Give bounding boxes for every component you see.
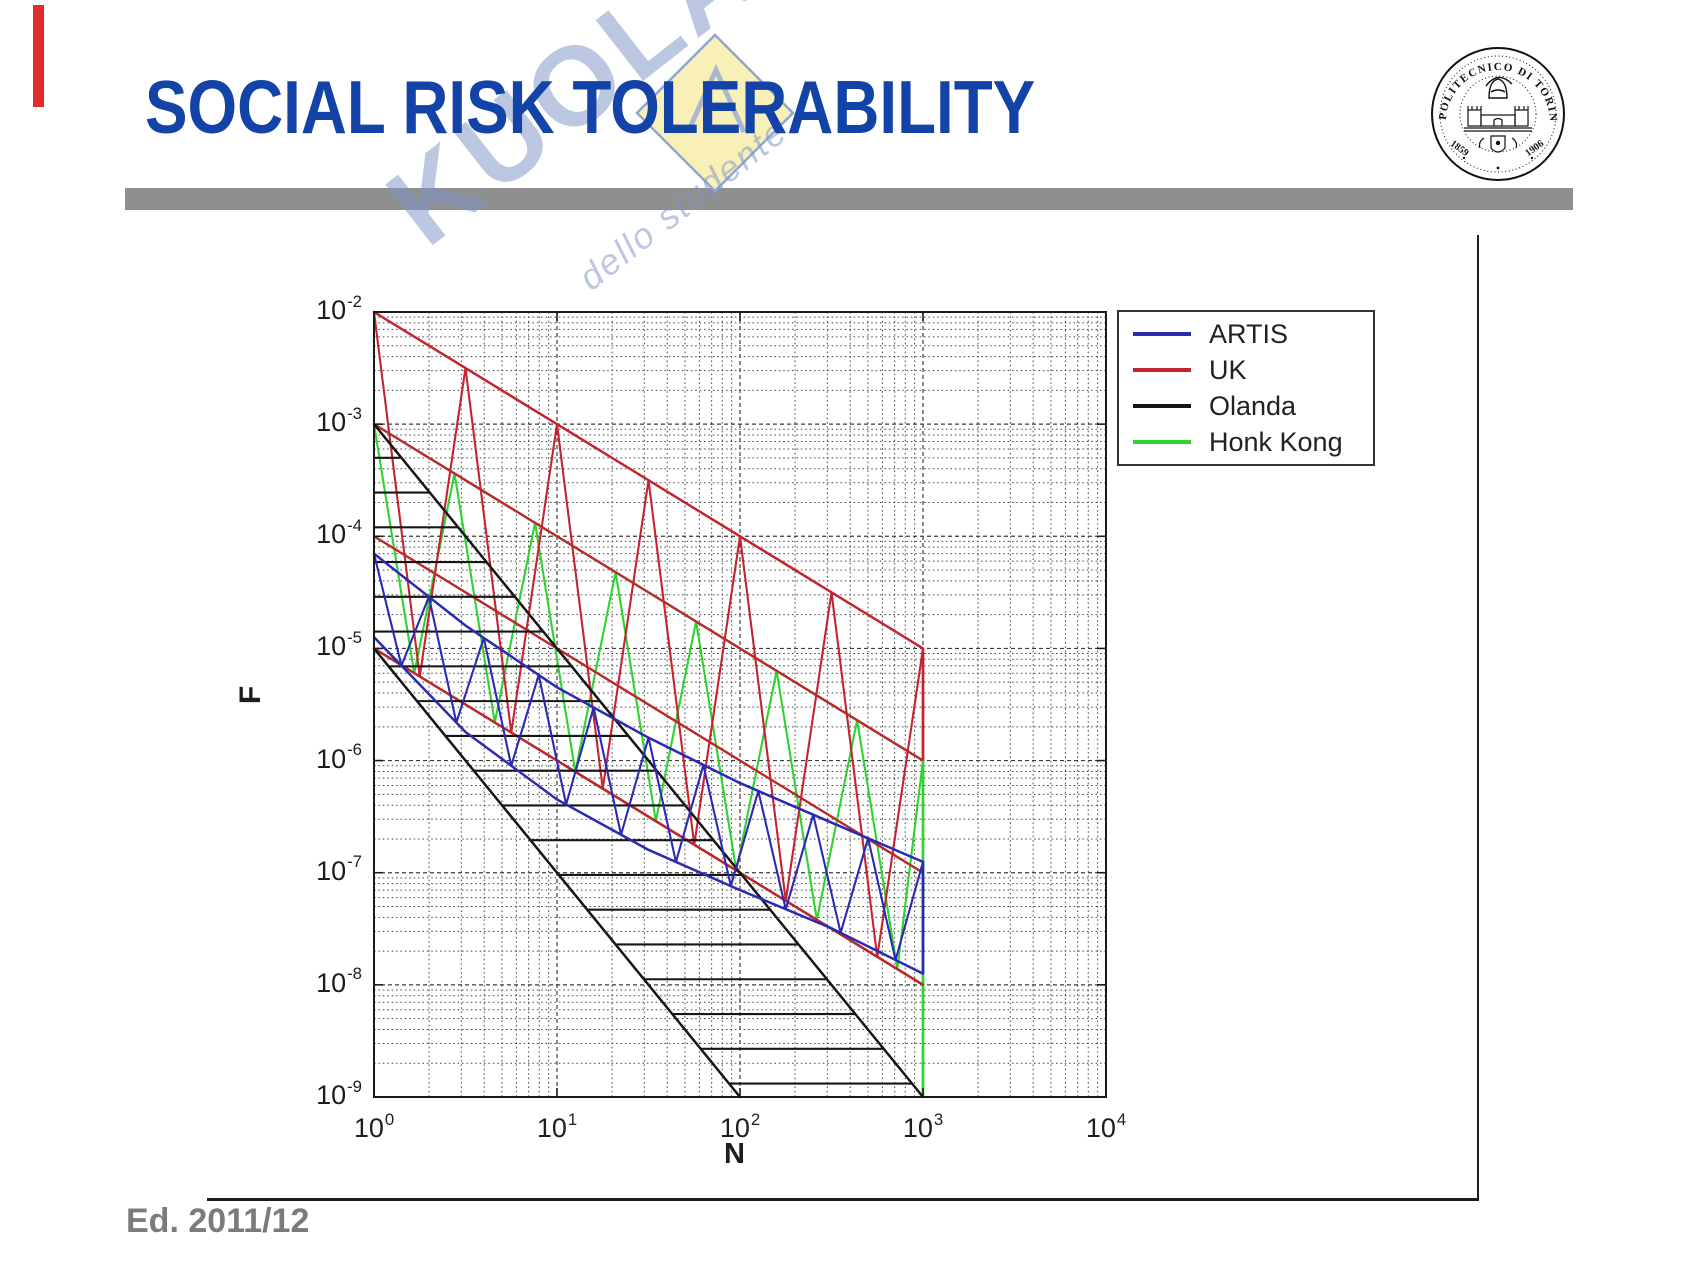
y-tick-label: 10-5 — [316, 627, 362, 662]
x-tick-label: 104 — [1085, 1109, 1127, 1144]
legend-line-sample — [1133, 332, 1191, 336]
y-tick-label: 10-3 — [316, 403, 362, 438]
y-tick-label: 10-4 — [316, 515, 362, 550]
x-tick-label: 101 — [536, 1109, 578, 1144]
band-uk — [372, 310, 925, 987]
x-tick-label: 103 — [902, 1109, 944, 1144]
y-tick-label: 10-2 — [316, 291, 362, 326]
frame-right-line — [1477, 235, 1479, 1201]
legend-item-honk-kong: Honk Kong — [1119, 425, 1373, 459]
legend-item-olanda: Olanda — [1119, 389, 1373, 423]
y-axis-title: F — [234, 685, 268, 705]
legend-line-sample — [1133, 368, 1191, 372]
y-tick-label: 10-6 — [316, 740, 362, 774]
legend-item-artis: ARTIS — [1119, 317, 1373, 351]
edition-label: Ed. 2011/12 — [126, 1202, 310, 1240]
title-divider-bar — [125, 188, 1573, 210]
grid — [374, 312, 1106, 1098]
legend-label: Olanda — [1209, 390, 1297, 421]
band-olanda — [372, 422, 925, 1099]
y-tick-label: 10-8 — [316, 964, 362, 998]
x-tick-label: 102 — [719, 1109, 761, 1144]
legend-line-sample — [1133, 404, 1191, 408]
legend: ARTIS UK Olanda Honk Kong — [1117, 310, 1375, 466]
y-tick-label: 10-7 — [316, 852, 362, 886]
red-marker-bar — [33, 5, 44, 107]
frame-bottom-line — [207, 1198, 1479, 1201]
legend-line-sample — [1133, 440, 1191, 444]
politecnico-torino-logo: POLITECNICO DI TORINO 1859 1906 — [1428, 44, 1565, 181]
page-title: SOCIAL RISK TOLERABILITY — [145, 65, 1036, 149]
legend-label: UK — [1209, 354, 1247, 385]
logo-castle-icon — [1464, 106, 1532, 132]
logo-helmet-icon — [1485, 76, 1513, 99]
x-axis-title: N — [724, 1138, 745, 1170]
legend-label: Honk Kong — [1209, 426, 1343, 457]
band-artis — [372, 552, 925, 975]
logo-shield-icon — [1478, 135, 1518, 153]
x-tick-label: 100 — [353, 1109, 395, 1144]
y-tick-label: 10-9 — [316, 1076, 362, 1111]
legend-label: ARTIS — [1209, 318, 1289, 349]
legend-item-uk: UK — [1119, 353, 1373, 387]
